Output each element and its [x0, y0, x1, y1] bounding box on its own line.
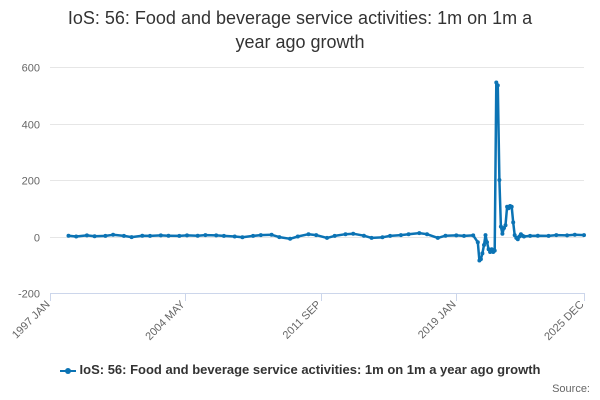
- data-point: [185, 233, 189, 238]
- data-point: [214, 233, 219, 238]
- data-point: [509, 204, 514, 209]
- x-tick-label: 1997 JAN: [10, 299, 53, 342]
- legend-line-marker-icon: [59, 366, 76, 376]
- data-point: [166, 233, 171, 238]
- data-point: [232, 234, 237, 239]
- data-point: [288, 236, 293, 241]
- x-tick-label: 2011 SEP: [281, 299, 324, 342]
- data-point: [177, 233, 182, 238]
- data-point: [221, 233, 226, 238]
- data-point: [103, 233, 108, 238]
- chart-title-line-2: year ago growth: [235, 32, 365, 52]
- series-line: [67, 81, 586, 262]
- data-point: [251, 233, 256, 238]
- data-point: [84, 233, 89, 238]
- data-point: [528, 233, 533, 238]
- data-point: [388, 233, 393, 238]
- data-point: [435, 235, 440, 240]
- data-point: [351, 231, 356, 236]
- data-point: [565, 233, 570, 238]
- data-point: [462, 233, 466, 238]
- legend-label: IoS: 56: Food and beverage service activ…: [79, 362, 541, 377]
- data-point: [295, 234, 300, 239]
- data-point: [582, 233, 586, 238]
- grid-lines: [50, 67, 584, 294]
- data-point: [380, 235, 385, 240]
- data-point: [511, 220, 516, 225]
- data-point: [492, 248, 497, 253]
- data-point: [325, 235, 329, 240]
- data-point: [314, 233, 319, 238]
- data-point: [500, 231, 505, 236]
- data-point: [406, 232, 411, 237]
- data-point: [475, 240, 480, 245]
- data-point: [471, 233, 476, 238]
- data-point: [485, 240, 489, 245]
- data-point: [111, 232, 116, 237]
- x-tick-label: 2025 DEC: [542, 299, 586, 343]
- data-point: [203, 233, 208, 238]
- y-tick-label: 600: [22, 63, 40, 75]
- credits-source[interactable]: Source:: [552, 383, 590, 395]
- data-point: [480, 251, 485, 256]
- data-point: [425, 232, 429, 237]
- chart-title: IoS: 56: Food and beverage service activ…: [0, 6, 600, 54]
- data-point: [121, 233, 126, 238]
- data-point: [269, 232, 274, 237]
- y-tick-label: 0: [34, 233, 40, 245]
- legend[interactable]: IoS: 56: Food and beverage service activ…: [0, 362, 600, 377]
- data-point: [129, 235, 134, 240]
- data-point: [361, 233, 366, 238]
- series-group[interactable]: [66, 80, 587, 263]
- data-point: [343, 232, 348, 237]
- y-tick-label: 200: [22, 176, 40, 188]
- data-point: [195, 233, 200, 238]
- chart-title-line-1: IoS: 56: Food and beverage service activ…: [67, 8, 533, 28]
- data-point: [546, 233, 551, 238]
- data-point: [66, 233, 71, 238]
- data-point: [158, 233, 163, 238]
- x-axis: 1997 JAN 2004 MAY 2011 SEP 2019 JAN 2025 DEC: [10, 293, 587, 343]
- data-point: [417, 231, 422, 236]
- data-point: [535, 233, 540, 238]
- data-point: [443, 233, 448, 238]
- data-point: [258, 233, 263, 238]
- data-point: [483, 233, 488, 238]
- data-point: [148, 233, 152, 238]
- data-point: [398, 233, 403, 238]
- data-point: [240, 235, 245, 240]
- y-tick-label: -200: [18, 289, 40, 301]
- data-point: [332, 233, 337, 238]
- data-point: [478, 257, 483, 262]
- data-point: [572, 232, 577, 237]
- y-tick-label: 400: [22, 120, 40, 132]
- data-point: [140, 233, 145, 238]
- x-tick-label: 2019 JAN: [416, 299, 459, 342]
- data-point: [522, 234, 526, 239]
- data-point: [498, 224, 503, 229]
- data-point: [554, 233, 559, 238]
- data-point: [454, 233, 459, 238]
- data-point: [369, 235, 374, 240]
- data-point: [495, 83, 500, 88]
- data-point: [306, 232, 311, 237]
- data-point: [277, 235, 282, 240]
- x-tick-label: 2004 MAY: [143, 298, 188, 343]
- data-point: [503, 223, 508, 228]
- y-axis: -200 0 200 400 600: [18, 63, 40, 301]
- data-point: [482, 243, 486, 247]
- data-point: [92, 234, 97, 239]
- data-point: [497, 178, 502, 182]
- data-point: [74, 234, 79, 239]
